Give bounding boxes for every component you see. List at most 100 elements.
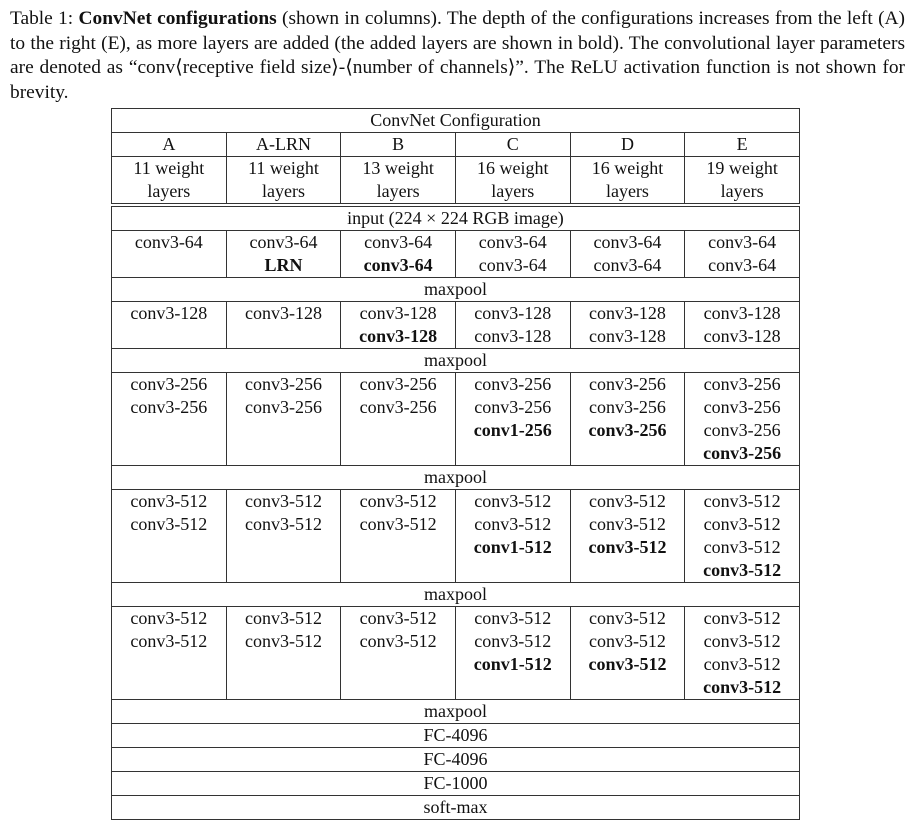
layer-row: conv3-64 conv3-64 LRN conv3-64 conv3-64 conv3…: [111, 230, 800, 278]
layer: conv3-128: [703, 326, 781, 346]
layer-cell: conv3-256 conv3-256: [111, 372, 227, 466]
layer-cell: conv3-256 conv3-256 conv3-256 conv3-256: [684, 372, 800, 466]
layer: conv3-128: [474, 303, 552, 323]
layer-cell: conv3-64: [111, 230, 227, 278]
layer-cell: conv3-512 conv3-512: [340, 606, 456, 700]
layer-cell: conv3-256 conv3-256 conv3-256: [569, 372, 686, 466]
span-row: FC-1000: [111, 771, 800, 796]
layer: conv3-64: [249, 232, 318, 252]
span-cell: maxpool: [111, 699, 800, 724]
span-row: input (224 × 224 RGB image): [111, 206, 800, 231]
layer: conv3-512: [244, 608, 322, 628]
layer-cell: conv3-512 conv3-512: [225, 606, 342, 700]
layer: conv3-512: [244, 514, 322, 534]
layer: conv3-64: [134, 232, 203, 252]
layer: conv3-128: [130, 303, 208, 323]
layer-row: conv3-512 conv3-512 conv3-512 conv3-512 conv…: [111, 489, 800, 583]
span-row: FC-4096: [111, 747, 800, 772]
layer-cell: conv3-256 conv3-256 conv1-256: [454, 372, 571, 466]
column-depth: 16 weight layers: [454, 156, 571, 204]
layer-cell: conv3-64 conv3-64: [340, 230, 456, 278]
layer: conv1-512: [473, 654, 552, 674]
layer: conv3-256: [474, 397, 552, 417]
column-depth: 16 weight layers: [569, 156, 686, 204]
layer: conv3-512: [703, 631, 781, 651]
column-depth: 11 weight layers: [111, 156, 227, 204]
layer: conv3-256: [588, 420, 667, 440]
column-name: E: [684, 132, 800, 157]
header-row: ConvNet Configuration: [111, 108, 800, 133]
layer: conv3-128: [588, 326, 666, 346]
layer-cell: conv3-512 conv3-512 conv1-512: [454, 489, 571, 583]
layer: conv3-512: [359, 608, 437, 628]
layer-cell: conv3-512 conv3-512: [111, 489, 227, 583]
column-name: C: [454, 132, 571, 157]
span-cell: FC-1000: [111, 771, 800, 796]
layer: conv3-64: [593, 255, 662, 275]
layer: conv3-256: [703, 420, 781, 440]
layer-cell: conv3-128: [225, 301, 342, 349]
layer: conv3-128: [244, 303, 322, 323]
column-depth: 13 weight layers: [340, 156, 456, 204]
layer: conv3-128: [359, 303, 437, 323]
layer: conv1-512: [473, 537, 552, 557]
layer: LRN: [264, 255, 303, 275]
layer: conv3-512: [703, 514, 781, 534]
span-cell: maxpool: [111, 348, 800, 373]
layer: conv3-128: [359, 326, 438, 346]
layer: conv3-512: [474, 608, 552, 628]
header-table: ConvNet Configuration A A-LRN B C D E 11 weight…: [111, 108, 800, 204]
layer: conv3-64: [364, 232, 433, 252]
layer: conv3-128: [703, 303, 781, 323]
layer-cell: conv3-512 conv3-512 conv1-512: [454, 606, 571, 700]
layer-cell: conv3-128 conv3-128: [684, 301, 800, 349]
span-row: soft-max: [111, 795, 800, 820]
layer: conv3-512: [703, 491, 781, 511]
layer-cell: conv3-512 conv3-512 conv3-512: [569, 606, 686, 700]
layer: conv3-256: [130, 374, 208, 394]
layer: conv3-256: [244, 397, 322, 417]
layer-cell: conv3-512 conv3-512: [111, 606, 227, 700]
layer: conv3-64: [363, 255, 433, 275]
layer: conv3-512: [703, 608, 781, 628]
layer: conv3-64: [593, 232, 662, 252]
layer: conv3-512: [359, 631, 437, 651]
column-name: A: [111, 132, 227, 157]
layer-cell: conv3-512 conv3-512: [225, 489, 342, 583]
layer: conv3-64: [478, 232, 547, 252]
column-depth: 19 weight layers: [684, 156, 800, 204]
layer-cell: conv3-128 conv3-128: [340, 301, 456, 349]
layer-cell: conv3-64 conv3-64: [454, 230, 571, 278]
layer: conv3-256: [359, 397, 437, 417]
layer: conv1-256: [473, 420, 552, 440]
span-cell: input (224 × 224 RGB image): [111, 206, 800, 231]
column-depth: 11 weight layers: [225, 156, 342, 204]
layer-cell: conv3-512 conv3-512 conv3-512: [569, 489, 686, 583]
layer: conv3-256: [474, 374, 552, 394]
layer: conv3-512: [474, 514, 552, 534]
layer-cell: conv3-64 conv3-64: [684, 230, 800, 278]
layer: conv3-512: [130, 608, 208, 628]
layer: conv3-512: [474, 631, 552, 651]
layer-row: conv3-512 conv3-512 conv3-512 conv3-512 conv…: [111, 606, 800, 700]
span-row: maxpool: [111, 699, 800, 724]
layer: conv3-256: [130, 397, 208, 417]
layer-cell: conv3-64 conv3-64: [569, 230, 686, 278]
span-row: maxpool: [111, 465, 800, 490]
depth-row: 11 weight layers 11 weight layers 13 weigh…: [111, 156, 800, 204]
span-row: maxpool: [111, 582, 800, 607]
span-cell: maxpool: [111, 277, 800, 302]
column-name-row: A A-LRN B C D E: [111, 132, 800, 157]
span-cell: maxpool: [111, 465, 800, 490]
layer-cell: conv3-256 conv3-256: [340, 372, 456, 466]
span-row: maxpool: [111, 277, 800, 302]
layer: conv3-512: [588, 654, 667, 674]
layer: conv3-512: [130, 491, 208, 511]
layer-cell: conv3-512 conv3-512 conv3-512 conv3-512: [684, 606, 800, 700]
span-cell: maxpool: [111, 582, 800, 607]
layer: conv3-512: [588, 608, 666, 628]
caption-label: Table 1:: [10, 8, 74, 29]
layer: conv3-256: [703, 397, 781, 417]
caption-text: (shown in columns). The depth of the con…: [10, 8, 905, 103]
